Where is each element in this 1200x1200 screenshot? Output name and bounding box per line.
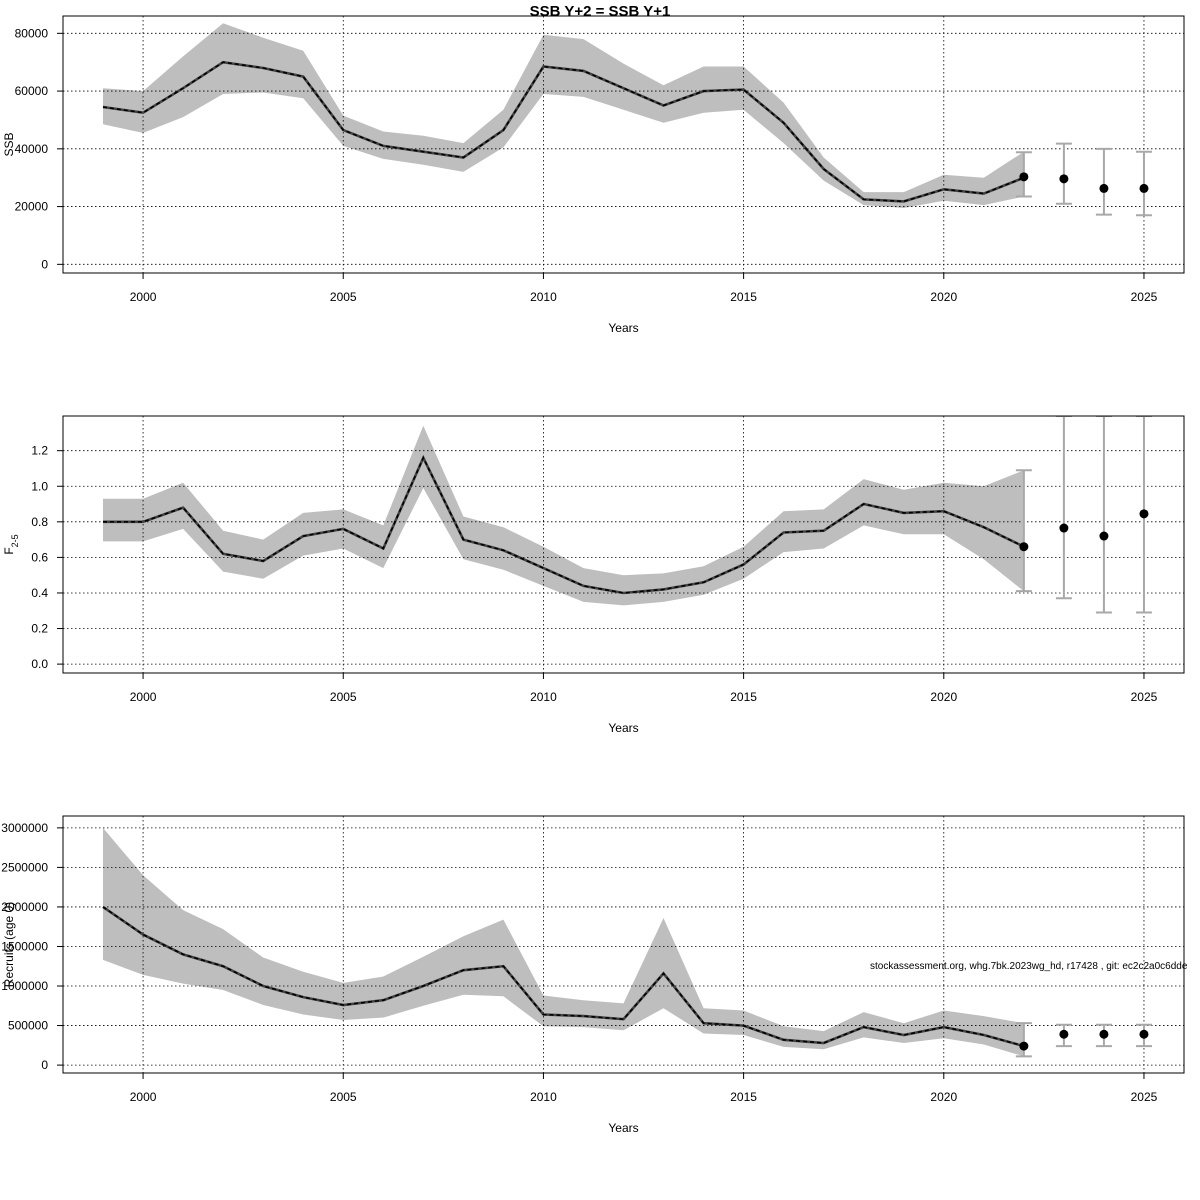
y-tick-label-40000: 40000 xyxy=(15,142,49,156)
y-tick-label-500000: 500000 xyxy=(8,1019,48,1033)
forecast-point-2022 xyxy=(1019,1041,1029,1051)
forecast-point-2024 xyxy=(1099,183,1109,193)
y-tick-label-0: 0 xyxy=(41,257,48,271)
confidence-band-ssb xyxy=(103,23,1024,209)
plot-area-recruits xyxy=(63,816,1184,1073)
x-tick-label-2020: 2020 xyxy=(930,290,957,304)
plot-frame-ssb xyxy=(62,15,1185,274)
x-tick-label-2005: 2005 xyxy=(330,690,357,704)
x-tick-label-2000: 2000 xyxy=(130,1090,157,1104)
plot-area-fbar xyxy=(63,416,1184,673)
x-tick-label-2000: 2000 xyxy=(130,690,157,704)
x-tick-label-2010: 2010 xyxy=(530,690,557,704)
y-tick-label-2000000: 2000000 xyxy=(1,900,48,914)
y-tick-label-80000: 80000 xyxy=(15,26,49,40)
y-tick-label-2500000: 2500000 xyxy=(1,860,48,874)
confidence-band-recruits xyxy=(103,827,1024,1057)
y-axis-label-ssb: SSB xyxy=(2,132,16,156)
x-tick-label-2015: 2015 xyxy=(730,690,757,704)
forecast-point-2025 xyxy=(1139,183,1149,193)
y-tick-label-60000: 60000 xyxy=(15,84,49,98)
forecast-point-2025 xyxy=(1139,509,1149,519)
y-tick-label-0.6: 0.6 xyxy=(31,550,48,564)
plot-frame-fbar xyxy=(62,415,1185,674)
watermark-text: stockassessment.org, whg.7bk.2023wg_hd, … xyxy=(870,961,1188,972)
panel-recruits: 2000 2005 2010 2015 2020 2025 0 500000 1000000 15… xyxy=(1,815,1185,1135)
y-tick-label-1: 1.0 xyxy=(31,479,48,493)
forecast-point-2023 xyxy=(1059,1029,1069,1039)
y-axis-label-recruits: Recruits (age 0) xyxy=(2,902,16,987)
figure-title: SSB Y+2 = SSB Y+1 xyxy=(530,3,671,20)
x-tick-label-2025: 2025 xyxy=(1131,690,1158,704)
panels: 2000 2005 2010 2015 2020 20250200004000060000… xyxy=(1,15,1185,1135)
x-tick-label-2025: 2025 xyxy=(1131,1090,1158,1104)
x-tick-label-2000: 2000 xyxy=(130,290,157,304)
estimate-line-dashes-fbar xyxy=(103,455,1025,594)
x-tick-label-2015: 2015 xyxy=(730,1090,757,1104)
x-tick-label-2005: 2005 xyxy=(330,1090,357,1104)
x-tick-label-2010: 2010 xyxy=(530,1090,557,1104)
y-tick-label-0: 0 xyxy=(41,1058,48,1072)
forecast-point-2022 xyxy=(1019,172,1029,182)
forecast-point-2022 xyxy=(1019,542,1029,552)
x-tick-label-2020: 2020 xyxy=(930,690,957,704)
panel-fbar: 2000 2005 2010 2015 2020 2025 0.0 0.2 0.4 0.6 0.8 1… xyxy=(2,415,1185,735)
forecast-point-2025 xyxy=(1139,1029,1149,1039)
confidence-band-fbar xyxy=(103,425,1024,606)
x-tick-label-2010: 2010 xyxy=(530,290,557,304)
y-tick-label-1500000: 1500000 xyxy=(1,939,48,953)
x-axis-label-fbar: Years xyxy=(608,721,638,735)
plot-frame-recruits xyxy=(62,815,1185,1074)
estimate-line-dashes-recruits xyxy=(102,906,1025,1047)
x-tick-label-2020: 2020 xyxy=(930,1090,957,1104)
forecast-point-2024 xyxy=(1099,1029,1109,1039)
y-tick-label-0.2: 0.2 xyxy=(31,622,48,636)
y-axis-label-subscript-fbar: 2-5 xyxy=(10,534,20,547)
estimate-line-dashes-ssb xyxy=(102,61,1025,203)
y-tick-label-0.8: 0.8 xyxy=(31,515,48,529)
x-axis-label-recruits: Years xyxy=(608,1121,638,1135)
x-tick-label-2015: 2015 xyxy=(730,290,757,304)
y-tick-label-1000000: 1000000 xyxy=(1,979,48,993)
x-tick-label-2025: 2025 xyxy=(1131,290,1158,304)
plot-area-ssb xyxy=(63,16,1184,273)
y-tick-label-1.2: 1.2 xyxy=(31,444,48,458)
forecast-point-2023 xyxy=(1059,174,1069,184)
y-tick-label-0: 0.0 xyxy=(31,657,48,671)
x-tick-label-2005: 2005 xyxy=(330,290,357,304)
panel-ssb: 2000 2005 2010 2015 2020 2025 0 20000 40000 60000… xyxy=(2,15,1185,335)
y-tick-label-0.4: 0.4 xyxy=(31,586,48,600)
x-axis-label-ssb: Years xyxy=(608,321,638,335)
forecast-point-2023 xyxy=(1059,523,1069,533)
y-axis-label-fbar: F2-5 xyxy=(2,534,20,554)
y-tick-label-20000: 20000 xyxy=(15,200,49,214)
y-tick-label-3000000: 3000000 xyxy=(1,821,48,835)
forecast-point-2024 xyxy=(1099,531,1109,541)
